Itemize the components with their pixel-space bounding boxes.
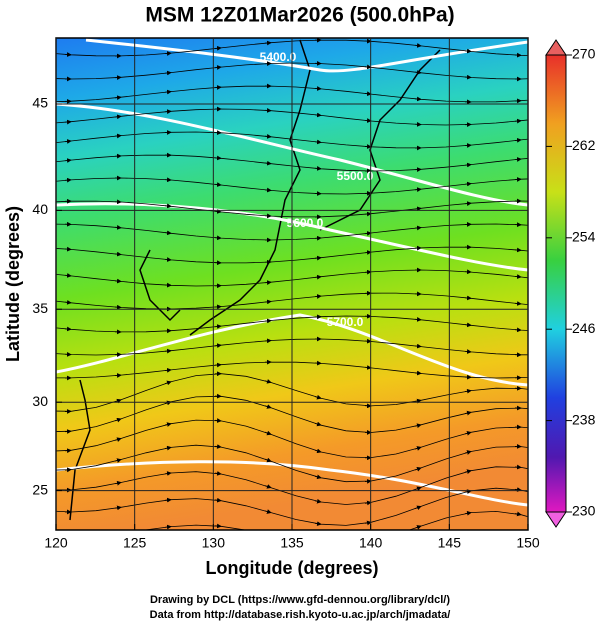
colorbar-tick-label: 254 bbox=[572, 229, 596, 245]
streamline-arrow bbox=[65, 122, 71, 123]
x-tick-label: 135 bbox=[280, 535, 304, 551]
streamline-arrow bbox=[265, 43, 271, 44]
streamline-arrow bbox=[465, 351, 471, 352]
streamline-arrow bbox=[65, 431, 71, 432]
streamline-arrow bbox=[515, 250, 521, 251]
y-tick-label: 30 bbox=[32, 393, 48, 409]
streamline-arrow bbox=[115, 227, 121, 228]
colorbar-tick-label: 230 bbox=[572, 503, 596, 519]
streamline-arrow bbox=[165, 53, 171, 54]
streamline-arrow bbox=[215, 526, 221, 527]
streamline-arrow bbox=[315, 88, 321, 89]
streamline-arrow bbox=[515, 467, 521, 468]
y-tick-label: 35 bbox=[32, 300, 48, 316]
x-tick-label: 130 bbox=[202, 535, 226, 551]
colorbar-tick-label: 270 bbox=[572, 46, 596, 62]
streamline-arrow bbox=[265, 534, 271, 535]
streamline-arrow bbox=[165, 259, 171, 260]
colorbar-extend bbox=[546, 512, 566, 527]
credit: Data from http://database.rish.kyoto-u.a… bbox=[150, 609, 451, 621]
contour-label: 5500.0 bbox=[337, 169, 374, 183]
colorbar-tick-label: 246 bbox=[572, 320, 596, 336]
x-tick-label: 140 bbox=[359, 535, 383, 551]
colorbar-tick-label: 238 bbox=[572, 411, 596, 427]
contour-label: 5700.0 bbox=[327, 315, 364, 329]
streamline-arrow bbox=[465, 145, 471, 146]
streamline-arrow bbox=[415, 99, 421, 100]
title: MSM 12Z01Mar2026 (500.0hPa) bbox=[145, 4, 454, 27]
y-tick-label: 40 bbox=[32, 201, 48, 217]
x-tick-label: 120 bbox=[44, 535, 68, 551]
x-tick-label: 150 bbox=[516, 535, 540, 551]
streamline-arrow bbox=[215, 158, 221, 159]
streamline-arrow bbox=[315, 544, 321, 545]
colorbar bbox=[546, 55, 566, 512]
x-tick-label: 125 bbox=[123, 535, 147, 551]
streamline-arrow bbox=[365, 214, 371, 215]
y-tick-label: 25 bbox=[32, 481, 48, 497]
streamline-arrow bbox=[315, 296, 321, 297]
streamline-arrow bbox=[415, 319, 421, 320]
streamline-arrow bbox=[265, 282, 271, 283]
streamline-arrow bbox=[215, 365, 221, 366]
credit: Drawing by DCL (https://www.gfd-dennou.o… bbox=[150, 594, 450, 606]
y-axis-label: Latitude (degrees) bbox=[3, 206, 23, 362]
streamline-arrow bbox=[115, 534, 121, 535]
streamline-arrow bbox=[115, 375, 121, 376]
x-tick-label: 145 bbox=[438, 535, 462, 551]
x-axis-label: Longitude (degrees) bbox=[205, 558, 378, 578]
y-tick-label: 45 bbox=[32, 95, 48, 111]
streamline-arrow bbox=[65, 329, 71, 330]
colorbar-extend bbox=[546, 40, 566, 55]
colorbar-tick-label: 262 bbox=[572, 137, 596, 153]
contour-label: 5400.0 bbox=[260, 50, 297, 64]
